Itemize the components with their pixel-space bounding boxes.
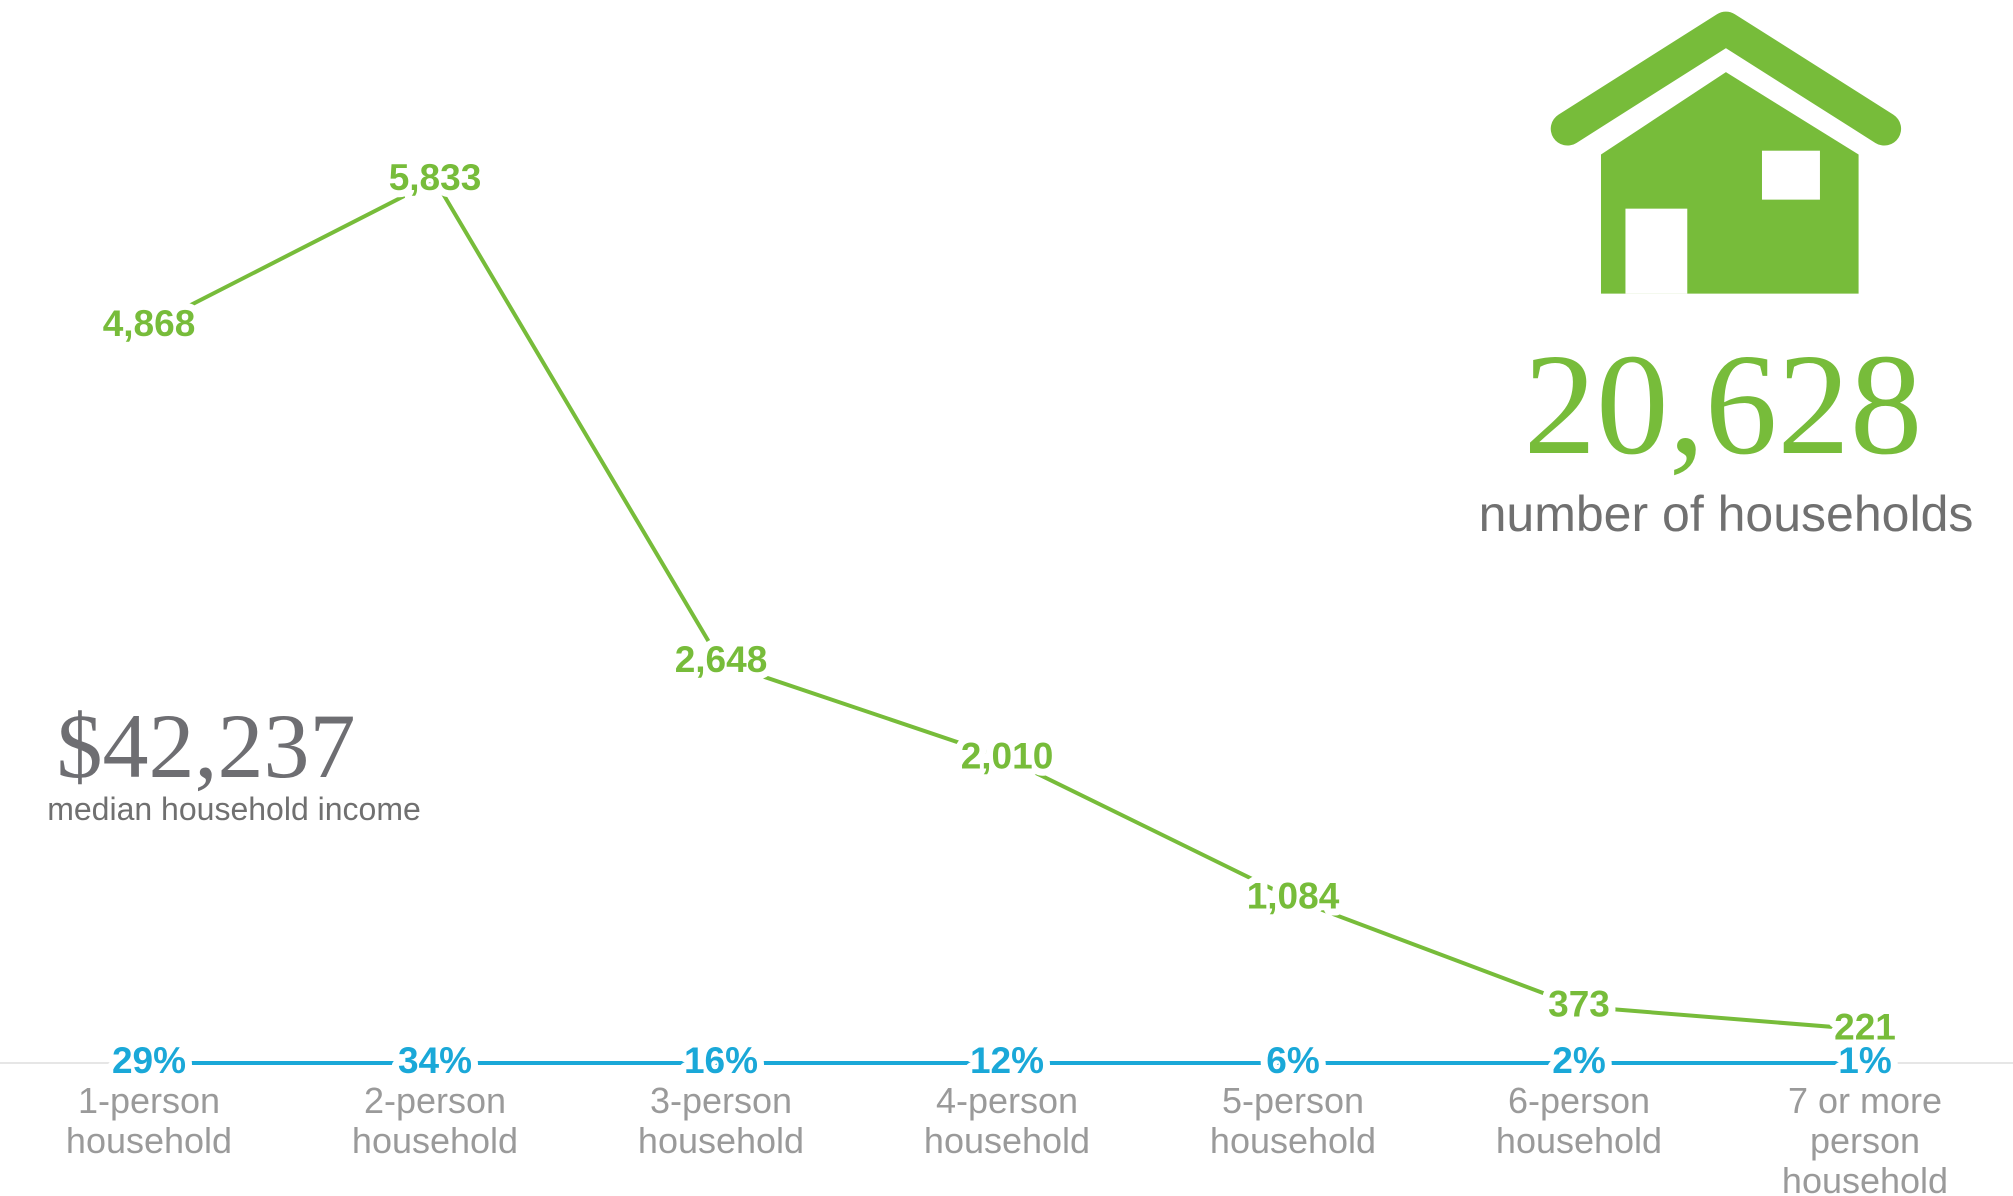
x-tick-label: 2-person household	[351, 1080, 519, 1161]
data-label: 2,010	[961, 736, 1054, 777]
line	[148, 177, 1866, 1032]
data-label: 4,868	[103, 303, 196, 344]
x-tick-label: 7 or more person household	[1781, 1080, 1949, 1196]
data-label: 5,833	[389, 157, 482, 198]
households-label: number of households	[1478, 486, 1974, 542]
x-tick-label: 4-person household	[923, 1080, 1091, 1161]
data-label: 373	[1548, 983, 1610, 1024]
house-icon	[1550, 11, 1902, 294]
households-value: 20,628	[1523, 325, 1923, 485]
share-label: 16%	[684, 1040, 758, 1081]
share-label: 29%	[112, 1040, 186, 1081]
data-label: 1,084	[1247, 876, 1340, 917]
data-label: 2,648	[675, 639, 768, 680]
share-label: 12%	[970, 1040, 1044, 1081]
share-label: 34%	[398, 1040, 472, 1081]
data-label: 221	[1834, 1006, 1896, 1047]
x-tick-label: 5-person household	[1209, 1080, 1377, 1161]
income-label: median household income	[47, 791, 421, 827]
share-label: 1%	[1838, 1040, 1891, 1081]
x-tick-label: 3-person household	[637, 1080, 805, 1161]
x-tick-label: 6-person household	[1495, 1080, 1663, 1161]
income-value: $42,237	[56, 695, 356, 797]
share-label: 6%	[1266, 1040, 1319, 1081]
x-tick-label: 1-person household	[65, 1080, 233, 1161]
share-label: 2%	[1552, 1040, 1605, 1081]
